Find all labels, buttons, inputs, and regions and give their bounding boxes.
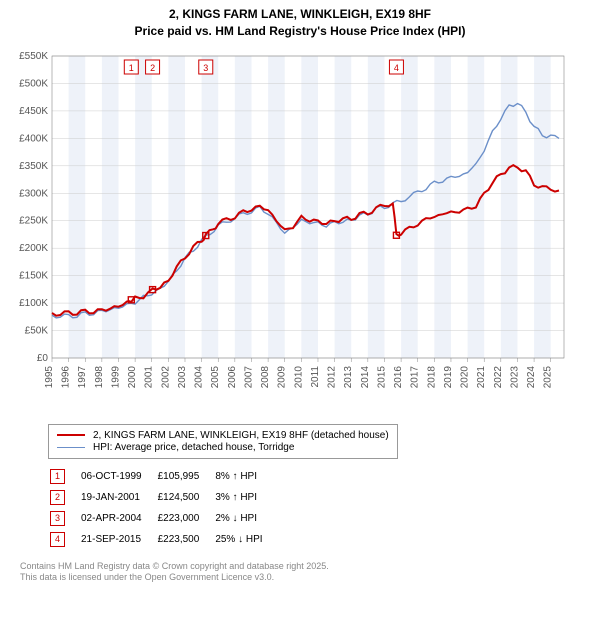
svg-text:2002: 2002 (160, 365, 171, 388)
page-title-1: 2, KINGS FARM LANE, WINKLEIGH, EX19 8HF (8, 6, 592, 23)
svg-text:£0: £0 (37, 353, 49, 364)
svg-text:2005: 2005 (210, 365, 221, 388)
sale-delta: 8% ↑ HPI (215, 467, 276, 486)
footer-line-1: Contains HM Land Registry data © Crown c… (20, 561, 592, 573)
svg-text:2020: 2020 (460, 365, 471, 388)
legend-swatch (57, 447, 85, 448)
svg-text:£150K: £150K (19, 270, 48, 281)
legend-row: 2, KINGS FARM LANE, WINKLEIGH, EX19 8HF … (57, 430, 389, 441)
svg-text:2021: 2021 (476, 365, 487, 388)
svg-text:1999: 1999 (110, 365, 121, 388)
svg-text:2008: 2008 (260, 365, 271, 388)
svg-text:2018: 2018 (426, 365, 437, 388)
svg-text:2013: 2013 (343, 365, 354, 388)
svg-text:£400K: £400K (19, 133, 48, 144)
sale-delta: 3% ↑ HPI (215, 488, 276, 507)
svg-text:2023: 2023 (509, 365, 520, 388)
sale-price: £105,995 (158, 467, 214, 486)
svg-text:1997: 1997 (77, 365, 88, 388)
legend-swatch (57, 434, 85, 436)
legend-label: HPI: Average price, detached house, Torr… (93, 442, 294, 453)
svg-text:1998: 1998 (94, 365, 105, 388)
svg-text:£450K: £450K (19, 106, 48, 117)
svg-text:2011: 2011 (310, 365, 321, 387)
svg-text:2019: 2019 (443, 365, 454, 388)
footer-line-2: This data is licensed under the Open Gov… (20, 572, 592, 584)
sale-date: 21-SEP-2015 (81, 530, 156, 549)
svg-text:2022: 2022 (493, 365, 504, 388)
svg-text:2004: 2004 (194, 365, 205, 388)
sale-price: £124,500 (158, 488, 214, 507)
sale-date: 19-JAN-2001 (81, 488, 156, 507)
svg-text:£550K: £550K (19, 51, 48, 62)
table-row: 4 21-SEP-2015£223,50025% ↓ HPI (50, 530, 277, 549)
sale-price: £223,500 (158, 530, 214, 549)
svg-text:1995: 1995 (44, 365, 55, 388)
sale-marker: 4 (50, 532, 65, 547)
sale-marker: 2 (50, 490, 65, 505)
footer-attribution: Contains HM Land Registry data © Crown c… (20, 561, 592, 584)
svg-text:1: 1 (129, 63, 134, 73)
svg-text:2012: 2012 (327, 365, 338, 388)
svg-text:2001: 2001 (144, 365, 155, 388)
svg-text:2000: 2000 (127, 365, 138, 388)
svg-text:2024: 2024 (526, 365, 537, 388)
legend-label: 2, KINGS FARM LANE, WINKLEIGH, EX19 8HF … (93, 430, 389, 441)
svg-text:2017: 2017 (410, 365, 421, 388)
price-chart: £0 £50K £100K £150K £200K £250K £300K £350K £400… (8, 48, 568, 418)
svg-text:£300K: £300K (19, 188, 48, 199)
svg-text:2025: 2025 (543, 365, 554, 388)
svg-text:1996: 1996 (61, 365, 72, 388)
svg-text:4: 4 (394, 63, 399, 73)
svg-text:£350K: £350K (19, 160, 48, 171)
svg-text:£200K: £200K (19, 243, 48, 254)
table-row: 1 06-OCT-1999£105,9958% ↑ HPI (50, 467, 277, 486)
svg-text:2: 2 (150, 63, 155, 73)
legend-row: HPI: Average price, detached house, Torr… (57, 442, 389, 453)
legend: 2, KINGS FARM LANE, WINKLEIGH, EX19 8HF … (48, 424, 398, 459)
sale-delta: 25% ↓ HPI (215, 530, 276, 549)
svg-text:2010: 2010 (293, 365, 304, 388)
svg-text:£500K: £500K (19, 78, 48, 89)
svg-text:2014: 2014 (360, 365, 371, 388)
sale-delta: 2% ↓ HPI (215, 509, 276, 528)
sale-date: 06-OCT-1999 (81, 467, 156, 486)
svg-text:2015: 2015 (376, 365, 387, 388)
svg-text:2009: 2009 (277, 365, 288, 388)
sale-marker: 3 (50, 511, 65, 526)
table-row: 2 19-JAN-2001£124,5003% ↑ HPI (50, 488, 277, 507)
svg-text:2007: 2007 (243, 365, 254, 388)
svg-text:2016: 2016 (393, 365, 404, 388)
sales-table: 1 06-OCT-1999£105,9958% ↑ HPI 2 19-JAN-2001… (48, 465, 279, 551)
svg-text:2006: 2006 (227, 365, 238, 388)
table-row: 3 02-APR-2004£223,0002% ↓ HPI (50, 509, 277, 528)
svg-text:3: 3 (203, 63, 208, 73)
sale-marker: 1 (50, 469, 65, 484)
page-title-2: Price paid vs. HM Land Registry's House … (8, 23, 592, 40)
svg-text:£100K: £100K (19, 298, 48, 309)
svg-text:£50K: £50K (25, 325, 49, 336)
sale-price: £223,000 (158, 509, 214, 528)
svg-text:2003: 2003 (177, 365, 188, 388)
svg-text:£250K: £250K (19, 215, 48, 226)
sale-date: 02-APR-2004 (81, 509, 156, 528)
